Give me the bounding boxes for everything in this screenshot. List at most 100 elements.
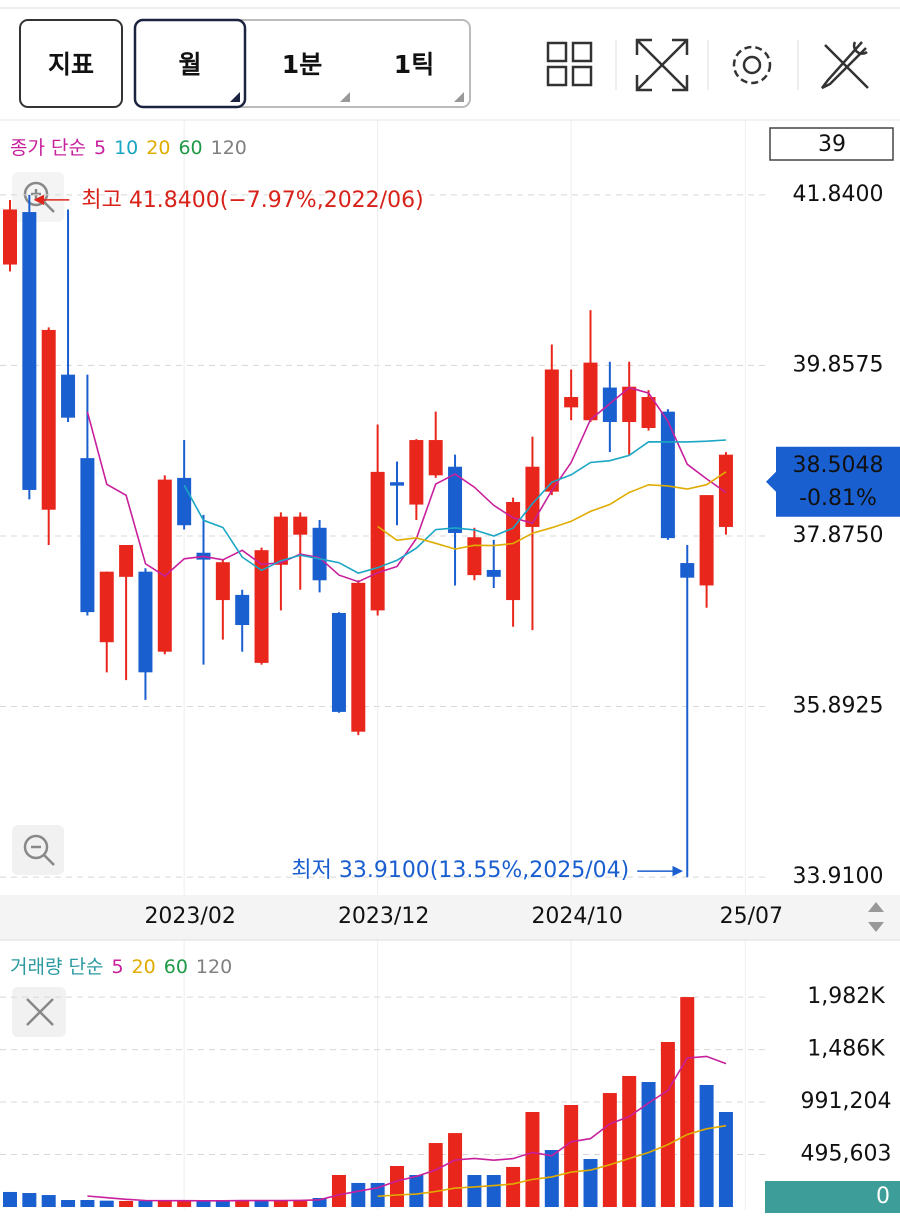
candle-body [215,562,230,601]
volume-bar [119,1200,134,1207]
legend-period: 60 [164,956,188,978]
count-box [769,127,894,161]
layout-icon[interactable] [546,41,593,87]
y-tick-label: 35.8925 [793,694,884,719]
last-price: 38.5048 [793,453,884,478]
candle-body [525,466,540,527]
legend-period: 60 [178,137,202,159]
volume-bar [80,1200,95,1207]
volume-bar [506,1166,521,1207]
x-tick-label: 2023/02 [144,904,235,929]
volume-bar [448,1133,463,1207]
candle-body [583,362,598,421]
volume-bar [331,1175,346,1207]
volume-bar [3,1191,17,1207]
candle-body [293,516,308,535]
ma-line [183,439,727,574]
volume-bar [622,1075,637,1207]
candle-body [41,329,56,510]
candle-body [61,374,76,418]
low-annotation: 최저 33.9100(13.55%,2025/04) [291,858,629,883]
settings-icon[interactable] [732,45,772,85]
date-axis-strip [0,895,900,940]
legend-period: 20 [132,956,156,978]
volume-bar [467,1175,482,1207]
volume-bar [583,1159,598,1207]
volume-bar [680,997,695,1207]
current-volume: 0 [876,1184,890,1209]
candle-body [660,411,675,539]
high-annotation: 최고 41.8400(−7.97%,2022/06) [81,188,423,213]
candle-body [370,471,385,611]
legend: 거래량 단순 5 20 60 120 [10,956,232,978]
candle-body [177,477,192,526]
candle-body [80,458,95,613]
current-volume-box [765,1181,900,1213]
x-tick-label: 2023/12 [338,904,429,929]
legend-period: 120 [196,956,232,978]
volume-bar [41,1195,56,1207]
legend-period: 10 [114,137,138,159]
candle-body [641,397,656,428]
period-label[interactable]: 1분 [282,50,322,79]
period-label[interactable]: 1틱 [394,50,434,79]
tools-icon[interactable] [821,41,869,90]
corner-mark [340,92,350,102]
volume-bar [660,1041,675,1207]
y-tick-label: 1,486K [807,1037,885,1062]
legend-period: 20 [146,137,170,159]
candle-body [544,369,559,492]
indicator-label: 지표 [48,50,94,79]
legend: 종가 단순 5 10 20 60 120 [10,137,247,159]
high-arrow [33,194,70,206]
volume-bar [351,1182,366,1207]
volume-bar [22,1193,37,1207]
candle-body [119,545,134,577]
candle-body [254,550,269,663]
candle-body [157,479,172,652]
y-tick-label: 495,603 [801,1142,892,1167]
candle-body [351,582,366,732]
volume-bar [602,1093,617,1207]
volume-bar [99,1200,114,1207]
ma-line [377,1124,727,1198]
volume-bar [254,1200,269,1207]
close-volume-icon[interactable] [12,987,66,1037]
candle-body [235,594,250,626]
ma-line [87,1055,727,1202]
period-button-selected[interactable] [133,18,247,109]
candle-body [448,466,463,533]
volume-bar [293,1200,308,1207]
count-value: 39 [818,132,846,157]
volume-bar [138,1200,153,1207]
volume-bar [641,1082,656,1207]
candle-body [99,571,114,643]
candle-body [467,537,482,576]
x-tick-label: 25/07 [720,904,783,929]
ma-line [86,386,727,583]
zoom-out-icon[interactable] [12,825,64,875]
candle-body [680,563,695,578]
volume-bar [544,1150,559,1207]
candle-body [3,209,17,265]
volume-bar [312,1197,327,1207]
candle-body [486,569,501,577]
candle-body [564,397,579,408]
indicator-button[interactable] [19,19,123,108]
corner-mark [454,92,464,102]
volume-bar [564,1105,579,1207]
y-tick-label: 39.8575 [793,352,884,377]
fullscreen-icon[interactable] [635,38,689,92]
volume-bar [61,1200,76,1207]
scroll-arrows[interactable] [868,902,884,932]
candle-body [390,482,404,486]
zoom-in-icon[interactable] [12,172,64,222]
period-label: 월 [178,50,201,79]
candle-body [506,501,521,601]
volume-bar [486,1175,501,1207]
candle-body [273,516,288,565]
candle-body [22,212,37,490]
price-change: -0.81% [799,486,877,511]
candle-body [331,612,346,712]
